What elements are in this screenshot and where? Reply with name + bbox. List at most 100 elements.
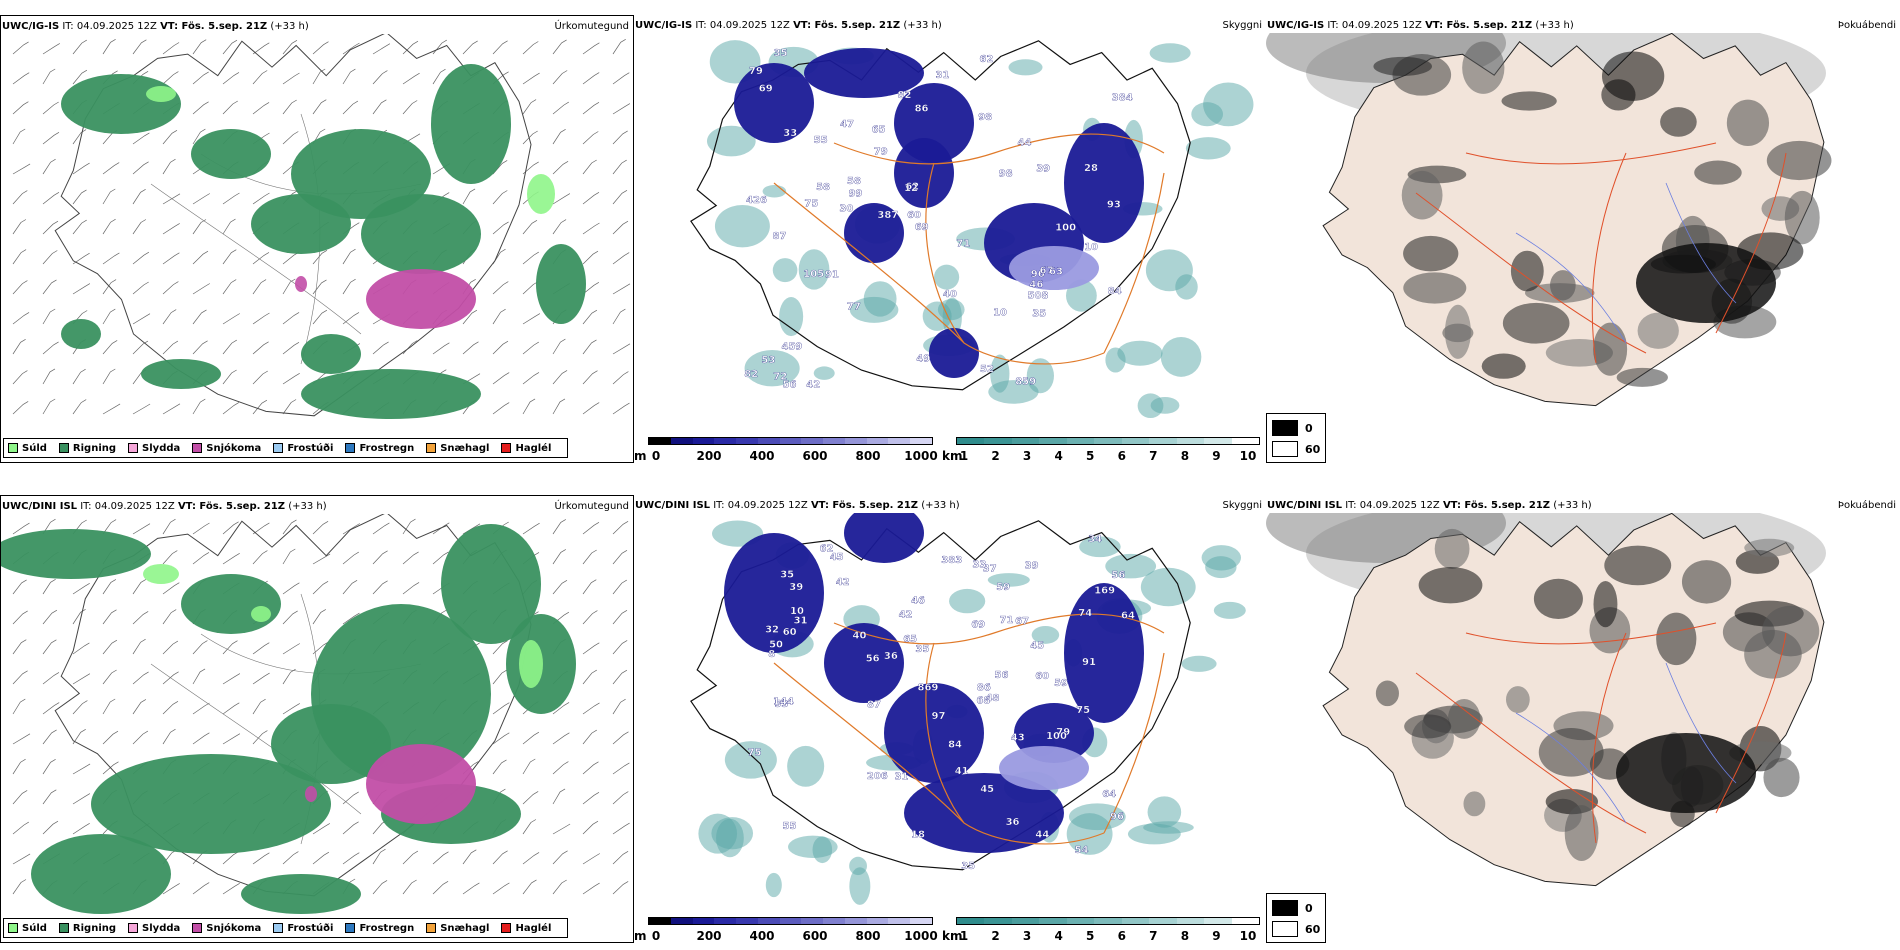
wind-barb bbox=[252, 192, 270, 205]
cloudbase-label: 36 bbox=[884, 651, 898, 662]
wind-barb bbox=[162, 640, 179, 655]
cloudbase-label: 459 bbox=[782, 341, 803, 352]
scale-bin bbox=[823, 918, 845, 924]
wind-barb bbox=[522, 372, 540, 385]
legend-label: Frostregn bbox=[359, 922, 415, 934]
legend-item: Frostúði bbox=[273, 923, 333, 934]
fog-area bbox=[1505, 686, 1530, 713]
wind-barb bbox=[192, 398, 206, 415]
legend-label: Haglél bbox=[515, 922, 552, 934]
cloudbase-label: 33 bbox=[783, 128, 797, 139]
visibility-area bbox=[779, 296, 804, 337]
wind-barb bbox=[402, 40, 419, 55]
cloudbase-label: 64 bbox=[1121, 611, 1135, 622]
wind-barb bbox=[72, 189, 87, 205]
visibility-area bbox=[798, 249, 830, 290]
wind-barb bbox=[552, 549, 566, 565]
cloudbase-label: 56 bbox=[783, 380, 797, 391]
cloudbase-label: 34 bbox=[1088, 534, 1102, 545]
wind-barb bbox=[42, 578, 56, 595]
wind-barb bbox=[312, 41, 329, 55]
wind-barb bbox=[192, 640, 208, 655]
scale-bin bbox=[957, 438, 985, 444]
scale-tick: 8 bbox=[1180, 449, 1190, 463]
scale-bin bbox=[692, 918, 715, 924]
cloudbase-area bbox=[894, 138, 954, 208]
cloudbase-label: 100 bbox=[1055, 222, 1076, 233]
visibility-area bbox=[1147, 796, 1182, 828]
scale-tick: 400 bbox=[749, 929, 775, 943]
wind-barb bbox=[72, 283, 91, 295]
wind-barb bbox=[72, 728, 86, 745]
wind-barb bbox=[72, 252, 90, 265]
rain-area bbox=[191, 129, 271, 179]
wind-barb bbox=[582, 281, 600, 295]
wind-barb bbox=[192, 309, 207, 325]
scale-bin bbox=[1231, 438, 1259, 444]
wind-barb bbox=[12, 72, 30, 85]
legend-swatch bbox=[192, 923, 203, 933]
wind-barb bbox=[132, 730, 149, 745]
cloudbase-label: 105 bbox=[803, 269, 824, 280]
wind-barb bbox=[582, 729, 597, 745]
cloudbase-area bbox=[929, 328, 979, 378]
cloudbase-label: 144 bbox=[773, 697, 794, 708]
fog-area bbox=[1447, 698, 1481, 739]
wind-barb bbox=[402, 72, 420, 85]
wind-barb bbox=[102, 38, 116, 55]
rain-area bbox=[1, 529, 151, 579]
precip-map bbox=[12, 34, 631, 419]
wind-barb bbox=[132, 313, 151, 325]
wind-barb bbox=[372, 341, 389, 355]
visibility-area bbox=[1140, 567, 1196, 607]
legend-item: Haglél bbox=[501, 443, 551, 454]
cloudbase-label: 62 bbox=[905, 182, 919, 193]
cloudbase-label: 60 bbox=[907, 210, 921, 221]
scale-bin bbox=[1066, 438, 1095, 444]
cloudbase-label: 56 bbox=[1111, 570, 1125, 581]
cloudbase-label: 43 bbox=[1011, 733, 1025, 744]
wind-barb bbox=[102, 519, 117, 535]
wind-barb bbox=[42, 368, 56, 385]
cloudbase-area bbox=[724, 533, 824, 653]
legend-label: Haglél bbox=[515, 442, 552, 454]
wind-barb bbox=[222, 100, 238, 115]
wind-barb bbox=[132, 671, 149, 685]
visibility-area bbox=[1203, 82, 1254, 127]
wind-barb bbox=[102, 279, 117, 295]
wind-barb bbox=[432, 851, 449, 865]
fog-area bbox=[1533, 578, 1583, 619]
wind-barb bbox=[552, 702, 570, 715]
wind-barb bbox=[612, 520, 629, 535]
visibility-area bbox=[724, 741, 777, 779]
wind-barb bbox=[582, 521, 600, 535]
wind-barb bbox=[522, 852, 540, 865]
wind-barb bbox=[612, 220, 629, 235]
fog-area bbox=[1525, 283, 1595, 303]
wind-barb bbox=[252, 698, 266, 715]
wind-barb bbox=[222, 192, 240, 205]
cloud-map: 99 72 96 98 105 42 31 71 79 58 62 52 30 98 65 67 53 100 55… bbox=[690, 40, 1254, 419]
legend-label: Frostúði bbox=[287, 442, 334, 454]
wind-barb bbox=[102, 162, 120, 175]
precip-legend: Súld Rigning Slydda Snjókoma Frostúði Frostre… bbox=[3, 438, 569, 458]
cloudbase-label: 96 bbox=[1031, 269, 1045, 280]
wind-barb bbox=[192, 101, 209, 115]
visibility-area bbox=[788, 835, 838, 859]
cloudbase-label: 37 bbox=[983, 564, 997, 575]
wind-barb bbox=[522, 219, 538, 235]
wind-barb bbox=[312, 609, 326, 625]
cloudbase-label: 12 bbox=[904, 183, 918, 194]
drizzle-area bbox=[527, 174, 555, 214]
scale-bin bbox=[844, 438, 867, 444]
wind-barb bbox=[582, 339, 597, 355]
cloudbase-label: 86 bbox=[915, 104, 929, 115]
wind-barb bbox=[402, 582, 420, 595]
cloudbase-label: 35 bbox=[774, 48, 788, 59]
cloudbase-area bbox=[844, 203, 904, 263]
wind-barb bbox=[402, 850, 419, 865]
wind-barb bbox=[282, 39, 298, 55]
scale-bin bbox=[1094, 918, 1122, 924]
cloudbase-label: 45 bbox=[980, 784, 994, 795]
wind-barb bbox=[192, 71, 209, 85]
